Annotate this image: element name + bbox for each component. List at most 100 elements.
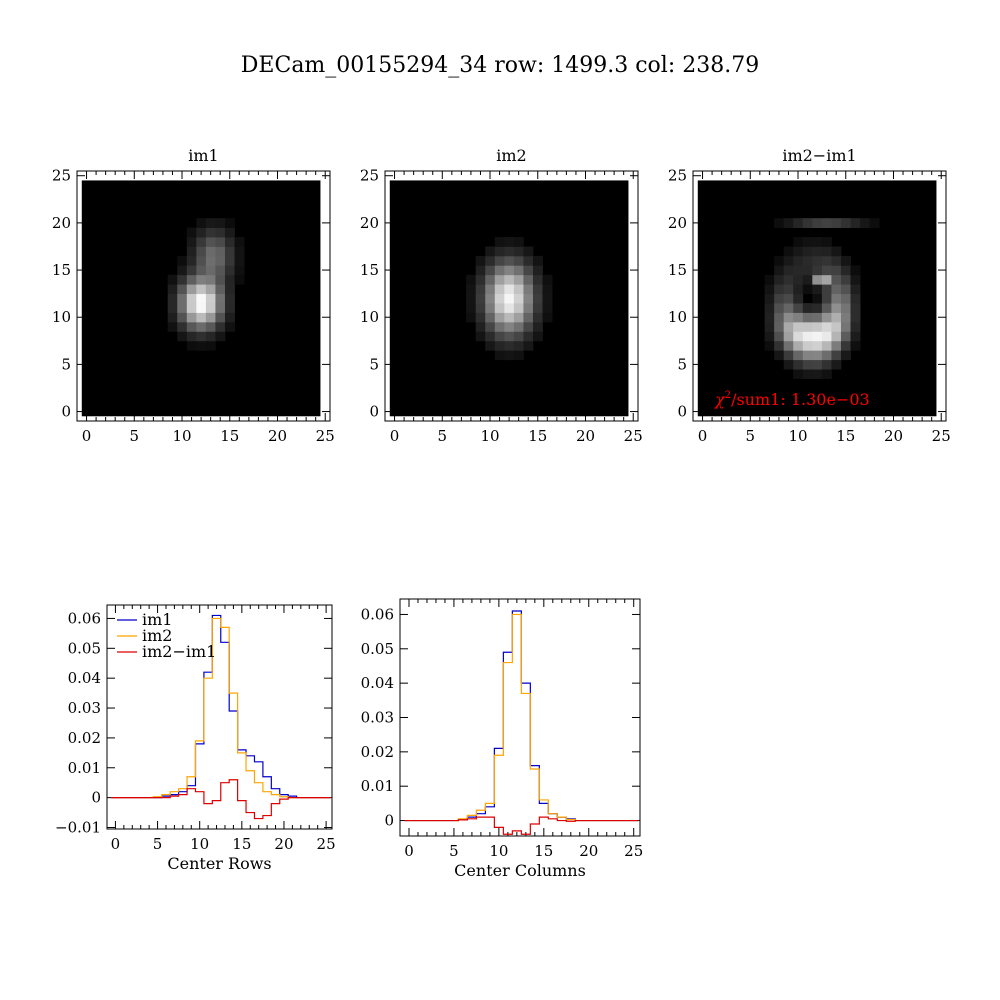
heatmap-cell (485, 246, 496, 257)
heatmap-cell (494, 284, 505, 295)
heatmap-cell (532, 303, 543, 313)
series-line-im2 (404, 613, 639, 822)
heatmap-cell (177, 274, 188, 285)
heatmap-cell (812, 293, 823, 304)
heatmap-cell (494, 255, 505, 266)
heatmap-cell (783, 293, 794, 304)
heatmap-cell (513, 303, 524, 313)
heatmap-cell (196, 312, 207, 323)
heatmap-cell (532, 293, 543, 304)
heatmap-cell (513, 255, 524, 266)
heatmap-cell (821, 255, 832, 266)
heatmap-cell (802, 274, 813, 285)
heatmap-cell (831, 340, 842, 351)
heatmap-cell (793, 284, 804, 295)
heatmap-cell (215, 303, 226, 313)
heatmap-cell (186, 284, 197, 295)
heatmap-cell (475, 265, 486, 276)
heatmap-cell (764, 340, 775, 351)
x-tick-label: 5 (449, 842, 459, 860)
heatmap-cell (196, 321, 207, 332)
heatmap-cell (783, 321, 794, 332)
heatmap-cell (774, 321, 785, 332)
heatmap-cell (821, 340, 832, 351)
heatmap-cell (177, 321, 188, 332)
y-tick-label: 20 (668, 214, 687, 232)
heatmap-cell (504, 246, 515, 257)
heatmap-cell (205, 218, 216, 229)
x-tick-label: 20 (579, 842, 598, 860)
heatmap-cell (523, 255, 534, 266)
heatmap-cell (542, 284, 553, 295)
heatmap-cell (466, 274, 477, 285)
heatmap-cell (177, 312, 188, 323)
heatmap-cell (821, 321, 832, 332)
heatmap-cell (774, 312, 785, 323)
heatmap-cell (532, 255, 543, 266)
axes-1: 0 5 10 15 20 25 0 5 10 15 20 25 (360, 167, 643, 445)
x-tick-label: 20 (884, 427, 903, 445)
heatmap-cell (523, 293, 534, 304)
heatmap-cell (523, 331, 534, 342)
heatmap-cell (793, 331, 804, 342)
heatmap-cell (205, 246, 216, 257)
heatmap-cell (466, 284, 477, 295)
heatmap-cell (793, 359, 804, 370)
y-tick-label: 5 (677, 355, 687, 373)
heatmap-cell (513, 265, 524, 276)
heatmap-cell (234, 265, 245, 276)
heatmap-cell (831, 265, 842, 276)
y-tick-label: 0.02 (68, 729, 101, 747)
heatmap-cell (532, 321, 543, 332)
heatmap-cell (205, 274, 216, 285)
heatmap-cell (821, 284, 832, 295)
heatmap-cell (793, 237, 804, 247)
heatmap-cell (485, 303, 496, 313)
heatmap-cell (196, 331, 207, 342)
y-tick-label: 0.01 (68, 759, 101, 777)
heatmap-cell (177, 255, 188, 266)
heatmap-cell (812, 350, 823, 361)
heatmap-cell (475, 284, 486, 295)
axes-4: 0 5 10 15 20 25 0 0.01 0.02 0.03 0.04 0.05 0.06 (361, 598, 643, 860)
heatmap-cell (821, 303, 832, 313)
heatmap-cell (812, 246, 823, 257)
heatmap-cell (812, 321, 823, 332)
heatmap-cell (812, 255, 823, 266)
heatmap-cell (215, 255, 226, 266)
heatmap-cell (215, 321, 226, 332)
heatmap-cell (504, 284, 515, 295)
x-tick-label: 15 (836, 427, 855, 445)
x-tick-label: 25 (624, 842, 643, 860)
heatmap-cell (215, 274, 226, 285)
x-tick-label: 15 (232, 835, 251, 853)
heatmap-cell (840, 265, 851, 276)
panel-title: im2 (496, 146, 526, 165)
heatmap-cell (504, 293, 515, 304)
heatmap-cell (224, 237, 235, 247)
heatmap-cell (812, 340, 823, 351)
heatmap-cell (196, 340, 207, 351)
heatmap-cell (793, 246, 804, 257)
y-tick-label: 15 (668, 261, 687, 279)
heatmap-cell (774, 350, 785, 361)
heatmap-cell (196, 284, 207, 295)
heatmap-cell (774, 293, 785, 304)
series-group-4 (404, 610, 639, 835)
heatmap-cell (831, 284, 842, 295)
heatmap-cell (831, 255, 842, 266)
heatmap-cell (783, 359, 794, 370)
heatmap-cell (215, 265, 226, 276)
chi-symbol: χ (714, 390, 726, 409)
chi-superscript: 2 (725, 390, 731, 401)
heatmap-cell (850, 321, 861, 332)
x-tick-label: 20 (268, 427, 287, 445)
x-tick-label: 0 (111, 835, 121, 853)
heatmap-cell (475, 321, 486, 332)
heatmap-cell (774, 331, 785, 342)
heatmap-cell (783, 331, 794, 342)
y-tick-label: 0 (91, 789, 101, 807)
heatmap-cell (812, 303, 823, 313)
heatmap-cell (205, 321, 216, 332)
heatmap-cell (831, 350, 842, 361)
